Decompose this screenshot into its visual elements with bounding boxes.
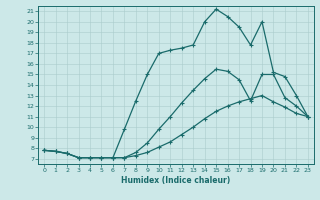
- X-axis label: Humidex (Indice chaleur): Humidex (Indice chaleur): [121, 176, 231, 185]
